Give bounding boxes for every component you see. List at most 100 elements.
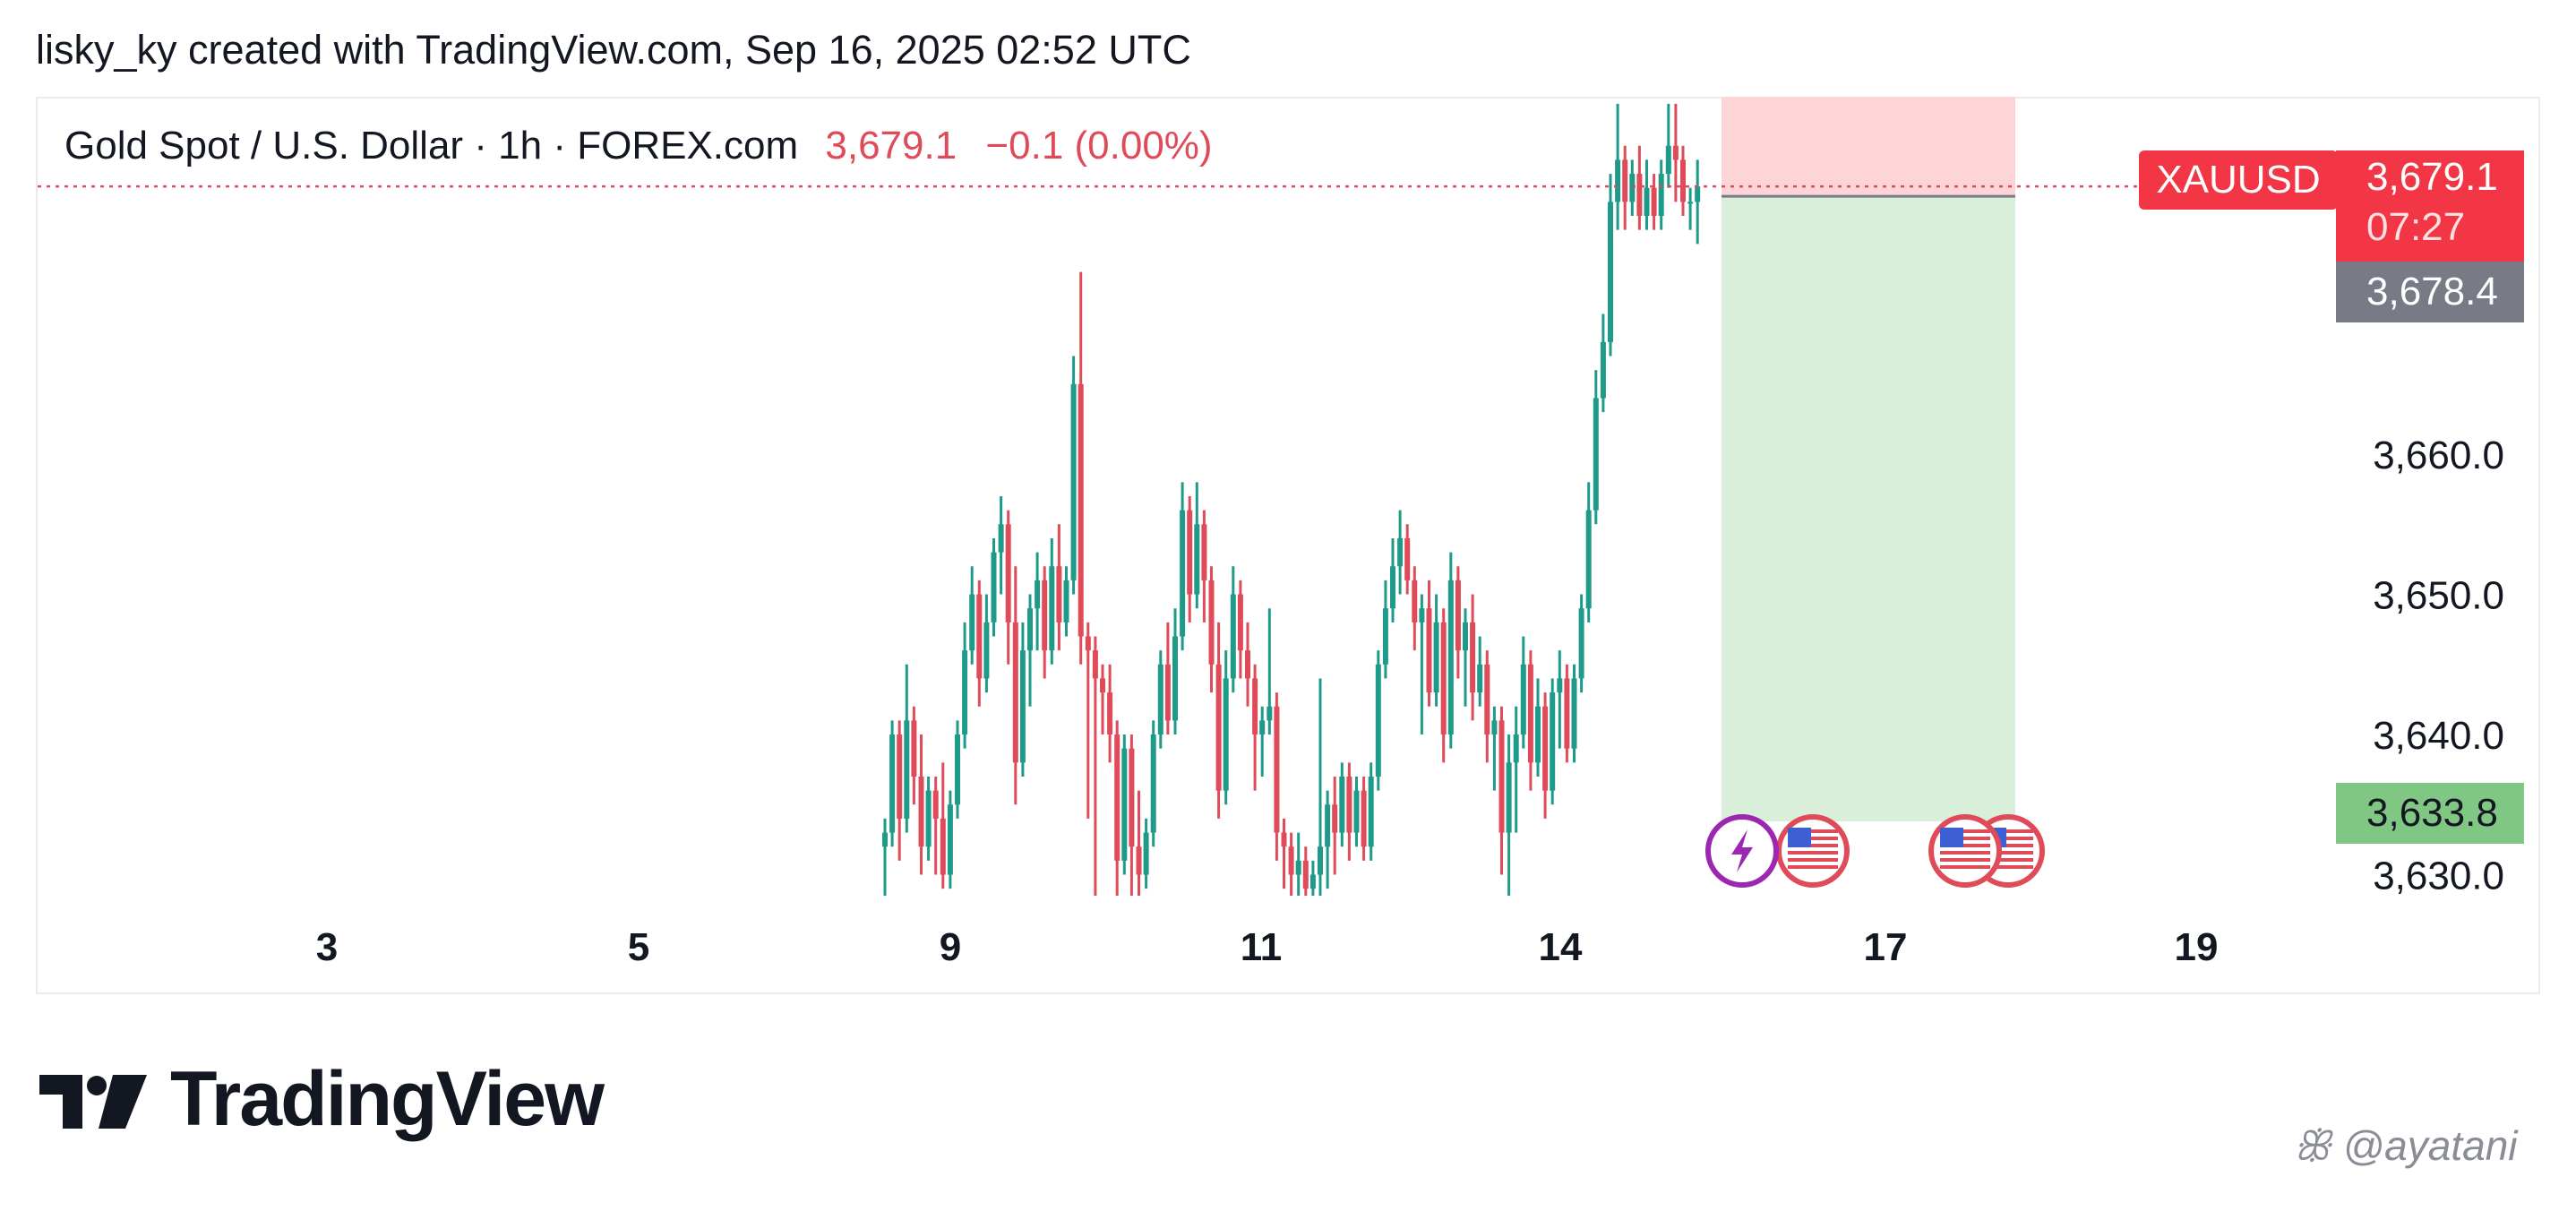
candle-body: [969, 594, 975, 651]
watermark-icon: ꕥ: [2293, 1122, 2343, 1169]
candle-body: [1332, 804, 1338, 833]
candle-body: [1042, 580, 1048, 651]
candle-body: [897, 734, 903, 819]
candle-body: [1288, 846, 1294, 875]
candle-body: [1252, 678, 1258, 735]
candle-body: [1470, 622, 1476, 693]
candle-body: [1550, 692, 1556, 791]
candle-body: [925, 790, 932, 847]
candle-body: [1129, 748, 1135, 847]
take-profit-zone: [1722, 196, 2015, 822]
candle-body: [1419, 608, 1425, 623]
candle-body: [1506, 762, 1512, 833]
candle-body: [1520, 664, 1526, 735]
candle-body: [1019, 650, 1026, 763]
candle-body: [1658, 174, 1664, 217]
candle-body: [1665, 145, 1671, 175]
candle-body: [1477, 664, 1483, 693]
candle-body: [955, 734, 960, 805]
candle-body: [1346, 776, 1352, 833]
candle-body: [1201, 524, 1207, 580]
candle-body: [1027, 608, 1033, 651]
symbol-name: Gold Spot / U.S. Dollar · 1h · FOREX.com: [64, 124, 799, 167]
x-tick-label: 5: [628, 925, 649, 969]
candle-body: [1672, 145, 1679, 160]
candle-body: [1390, 566, 1395, 609]
y-tick-label: 3,650.0: [2373, 574, 2504, 618]
candle-body: [1644, 187, 1650, 217]
candle-body: [1440, 622, 1447, 735]
candle-body: [1542, 706, 1549, 791]
chart-frame: [36, 97, 2540, 994]
candle-body: [1143, 832, 1149, 875]
candle-body: [1600, 341, 1606, 399]
watermark-text: @ayatani: [2342, 1122, 2518, 1169]
candle-body: [1107, 692, 1113, 735]
candle-body: [1455, 580, 1461, 651]
candle-body: [1274, 706, 1280, 833]
candle-body: [1005, 524, 1011, 623]
candle-body: [1194, 524, 1200, 595]
candle-body: [904, 720, 910, 819]
chart-header: lisky_ky created with TradingView.com, S…: [36, 27, 1191, 73]
candle-body: [1578, 608, 1584, 679]
candle-body: [1180, 510, 1186, 637]
candle-body: [1404, 537, 1411, 580]
last-price-value: 3,679.1: [2366, 155, 2498, 199]
candle-body: [1463, 622, 1468, 651]
candle-body: [1557, 678, 1563, 693]
candle-body: [1223, 678, 1229, 791]
candle-body: [1433, 622, 1439, 693]
candle-body: [1325, 804, 1331, 847]
candle-body: [911, 720, 917, 777]
y-tick-label: 3,660.0: [2373, 434, 2504, 477]
candle-body: [1629, 174, 1636, 202]
candle-body: [1136, 846, 1142, 875]
candle-body: [1593, 398, 1599, 511]
candle-body: [1353, 790, 1360, 833]
candle-body: [932, 790, 939, 819]
watermark: ꕥ @ayatani: [2293, 1121, 2518, 1172]
candle-body: [1491, 720, 1498, 735]
tradingview-logo-icon: [39, 1075, 147, 1129]
candle-body: [1375, 664, 1381, 777]
candle-body: [1361, 790, 1367, 847]
x-tick-label: 19: [2175, 925, 2219, 969]
candle-body: [1636, 174, 1643, 217]
candle-body: [1535, 706, 1541, 763]
legend-change: −0.1 (0.00%): [985, 124, 1213, 167]
tradingview-wordmark: TradingView: [170, 1056, 605, 1142]
candle-body: [1302, 860, 1309, 889]
candle-body: [998, 524, 1004, 553]
lightning-icon: [1705, 814, 1779, 888]
candle-body: [918, 776, 924, 847]
candle-body: [1687, 202, 1694, 204]
candle-body: [1368, 776, 1374, 847]
entry-price-tag: 3,678.4: [2336, 262, 2524, 322]
candle-body: [1622, 159, 1628, 202]
x-tick-label: 17: [1864, 925, 1908, 969]
candle-body: [1245, 650, 1250, 679]
candle-body: [1237, 594, 1243, 651]
x-tick-label: 9: [940, 925, 961, 969]
candle-body: [1267, 706, 1273, 721]
candle-body: [1513, 734, 1519, 763]
candle-body: [1571, 678, 1577, 749]
candle-body: [1281, 832, 1287, 847]
candle-body: [1215, 664, 1222, 791]
candle-body: [991, 552, 997, 623]
candle-body: [1012, 622, 1018, 763]
stop-loss-zone: [1722, 97, 2015, 197]
candle-body: [1078, 383, 1084, 637]
candle-body: [1412, 580, 1418, 623]
candle-body: [1230, 594, 1236, 679]
candle-body: [962, 650, 968, 735]
candle-body: [1484, 664, 1490, 735]
candle-body: [1172, 636, 1178, 721]
candle-body: [1114, 734, 1121, 861]
candle-body: [1035, 580, 1041, 609]
candle-body: [1100, 678, 1105, 693]
candle-body: [1259, 720, 1266, 735]
candle-body: [1585, 510, 1592, 609]
